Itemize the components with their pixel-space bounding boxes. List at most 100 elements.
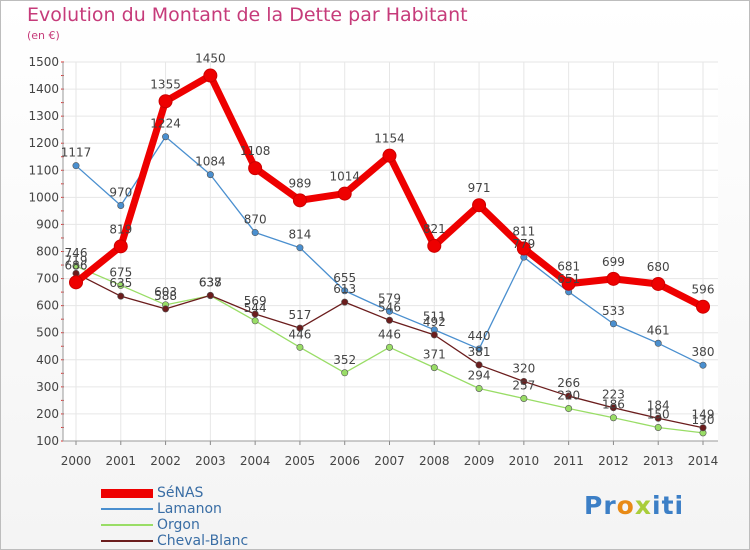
data-label: 1014	[329, 170, 360, 184]
data-label: 719	[65, 253, 88, 267]
y-tick-label: 700	[36, 272, 59, 286]
y-tick-label: 1000	[28, 190, 59, 204]
data-point	[565, 392, 573, 400]
chart-title: Evolution du Montant de la Dette par Hab…	[27, 4, 468, 26]
data-point	[609, 320, 617, 328]
data-point	[158, 94, 173, 109]
data-point	[296, 324, 304, 332]
data-label: 870	[244, 213, 267, 227]
data-point	[292, 193, 307, 208]
data-label: 184	[647, 398, 670, 412]
data-point	[430, 331, 438, 339]
data-point	[699, 424, 707, 432]
data-label: 686	[65, 258, 88, 272]
data-point	[561, 276, 576, 291]
y-tick-label: 200	[36, 407, 59, 421]
data-point	[654, 339, 662, 347]
data-point	[565, 405, 573, 413]
data-point	[206, 291, 214, 299]
data-point	[117, 201, 125, 209]
data-label: 381	[468, 345, 491, 359]
data-point	[337, 186, 352, 201]
data-label: 675	[109, 265, 132, 279]
data-point	[516, 241, 531, 256]
data-label: 651	[557, 272, 580, 286]
data-point	[609, 404, 617, 412]
data-label: 1450	[195, 52, 226, 66]
data-point	[248, 161, 263, 176]
data-label: 989	[288, 176, 311, 190]
y-tick-label: 800	[36, 245, 59, 259]
logo-letter: o	[616, 491, 635, 520]
data-label: 635	[109, 276, 132, 290]
data-point	[475, 361, 483, 369]
data-label: 533	[602, 304, 625, 318]
legend-swatch	[101, 540, 153, 542]
data-point	[113, 239, 128, 254]
y-tick-label: 1300	[28, 109, 59, 123]
data-point	[430, 364, 438, 372]
y-tick-label: 1200	[28, 136, 59, 150]
data-point	[162, 305, 170, 313]
y-tick-label: 900	[36, 217, 59, 231]
data-label: 814	[288, 228, 311, 242]
data-point	[341, 369, 349, 377]
legend-swatch	[101, 489, 153, 498]
data-point	[385, 316, 393, 324]
x-tick-label: 2000	[61, 454, 92, 468]
data-point	[69, 275, 83, 290]
data-label: 811	[512, 225, 535, 239]
data-label: 1154	[374, 132, 405, 146]
x-tick-label: 2014	[688, 454, 719, 468]
legend-swatch	[101, 508, 153, 510]
data-label: 461	[647, 323, 670, 337]
legend-label: Lamanon	[157, 501, 222, 517]
data-point	[72, 262, 80, 270]
data-label: 1117	[61, 146, 92, 160]
data-label: 1108	[240, 144, 271, 158]
data-point	[696, 299, 710, 314]
data-label: 819	[109, 222, 132, 236]
data-point	[699, 361, 707, 369]
data-point	[203, 68, 218, 83]
data-label: 220	[557, 389, 580, 403]
y-tick-label: 400	[36, 353, 59, 367]
data-label: 579	[378, 291, 401, 305]
data-label: 186	[602, 398, 625, 412]
x-tick-label: 2007	[374, 454, 405, 468]
data-label: 149	[692, 408, 715, 422]
data-label: 699	[602, 255, 625, 269]
x-tick-label: 2005	[285, 454, 316, 468]
x-tick-label: 2008	[419, 454, 450, 468]
data-point	[206, 171, 214, 179]
chart-unit-label: (en €)	[27, 29, 60, 42]
data-point	[117, 292, 125, 300]
data-label: 266	[557, 376, 580, 390]
data-point	[475, 345, 483, 353]
data-point	[654, 414, 662, 422]
data-label: 655	[333, 271, 356, 285]
data-label: 257	[512, 378, 535, 392]
data-point	[520, 394, 528, 402]
x-tick-label: 2002	[150, 454, 181, 468]
data-label: 446	[288, 327, 311, 341]
data-point	[341, 287, 349, 295]
y-tick-label: 100	[36, 434, 59, 448]
y-tick-label: 600	[36, 299, 59, 313]
data-label: 588	[154, 289, 177, 303]
x-tick-label: 2012	[598, 454, 629, 468]
data-label: 130	[692, 413, 715, 427]
x-tick-label: 2011	[553, 454, 584, 468]
data-point	[475, 384, 483, 392]
data-label: 569	[244, 294, 267, 308]
data-point	[609, 414, 617, 422]
data-point	[251, 310, 259, 318]
data-label: 544	[244, 301, 267, 315]
y-tick-label: 1400	[28, 82, 59, 96]
data-label: 971	[468, 181, 491, 195]
logo-letter: i	[652, 491, 662, 520]
data-point	[651, 276, 666, 291]
data-label: 746	[65, 246, 88, 260]
